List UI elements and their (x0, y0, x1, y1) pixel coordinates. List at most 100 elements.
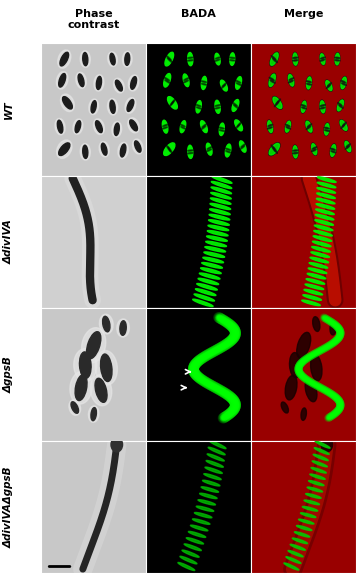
Ellipse shape (269, 74, 275, 86)
Ellipse shape (302, 506, 318, 511)
Ellipse shape (57, 140, 72, 158)
Ellipse shape (304, 500, 319, 505)
Ellipse shape (178, 562, 195, 571)
Ellipse shape (267, 127, 272, 129)
Ellipse shape (188, 145, 193, 158)
Ellipse shape (194, 294, 214, 301)
Ellipse shape (212, 176, 232, 183)
Ellipse shape (60, 52, 69, 66)
Ellipse shape (330, 148, 335, 150)
Ellipse shape (268, 73, 276, 87)
Ellipse shape (199, 273, 220, 279)
Ellipse shape (93, 119, 105, 135)
Ellipse shape (184, 78, 189, 80)
Ellipse shape (82, 328, 106, 363)
Ellipse shape (281, 402, 289, 413)
Ellipse shape (168, 147, 173, 154)
Ellipse shape (221, 80, 227, 91)
Ellipse shape (311, 143, 317, 156)
Ellipse shape (344, 141, 351, 152)
Ellipse shape (128, 118, 139, 133)
Ellipse shape (312, 247, 330, 252)
Ellipse shape (210, 209, 230, 215)
Ellipse shape (99, 142, 109, 157)
Ellipse shape (130, 120, 137, 131)
Ellipse shape (57, 120, 63, 133)
Ellipse shape (335, 60, 340, 61)
Ellipse shape (342, 83, 346, 85)
Ellipse shape (103, 316, 110, 332)
Ellipse shape (188, 153, 193, 154)
Ellipse shape (229, 57, 235, 58)
Ellipse shape (311, 355, 322, 381)
Ellipse shape (289, 74, 294, 86)
Ellipse shape (56, 71, 68, 89)
Ellipse shape (112, 122, 122, 137)
Ellipse shape (188, 52, 193, 66)
Ellipse shape (206, 460, 223, 467)
Ellipse shape (267, 120, 273, 133)
Ellipse shape (311, 252, 329, 257)
Ellipse shape (301, 408, 306, 420)
Ellipse shape (310, 257, 329, 263)
Ellipse shape (168, 58, 173, 63)
Ellipse shape (273, 97, 282, 108)
Ellipse shape (286, 556, 301, 563)
Ellipse shape (276, 99, 280, 104)
Ellipse shape (215, 107, 220, 109)
Ellipse shape (94, 75, 104, 91)
Ellipse shape (183, 74, 189, 86)
Ellipse shape (108, 52, 117, 66)
Text: ΔdivIVA: ΔdivIVA (4, 219, 14, 264)
Ellipse shape (293, 60, 298, 61)
Ellipse shape (184, 544, 201, 551)
Ellipse shape (341, 124, 345, 128)
Ellipse shape (171, 98, 176, 105)
Ellipse shape (312, 147, 317, 149)
Ellipse shape (230, 53, 235, 65)
Ellipse shape (285, 121, 290, 132)
Ellipse shape (304, 289, 323, 295)
Ellipse shape (306, 126, 311, 130)
Ellipse shape (186, 537, 203, 544)
Circle shape (321, 437, 333, 452)
Ellipse shape (233, 103, 237, 106)
Ellipse shape (300, 513, 316, 518)
Ellipse shape (328, 83, 332, 86)
Ellipse shape (268, 121, 272, 132)
Ellipse shape (197, 107, 202, 109)
Ellipse shape (200, 493, 217, 499)
Ellipse shape (315, 219, 333, 225)
Ellipse shape (164, 74, 171, 87)
Ellipse shape (58, 50, 71, 68)
Ellipse shape (241, 144, 246, 147)
Ellipse shape (285, 120, 291, 133)
Ellipse shape (207, 147, 212, 149)
Ellipse shape (194, 513, 212, 518)
Ellipse shape (215, 105, 221, 107)
Ellipse shape (201, 487, 219, 492)
Ellipse shape (95, 350, 117, 385)
Ellipse shape (337, 100, 344, 112)
Ellipse shape (271, 56, 276, 60)
Ellipse shape (285, 124, 290, 127)
Ellipse shape (320, 105, 325, 106)
Ellipse shape (320, 101, 325, 113)
Ellipse shape (345, 146, 349, 149)
Ellipse shape (198, 499, 216, 505)
Ellipse shape (302, 107, 306, 109)
Ellipse shape (70, 372, 92, 404)
Ellipse shape (268, 143, 280, 156)
Ellipse shape (165, 52, 174, 66)
Ellipse shape (127, 100, 134, 111)
Ellipse shape (270, 53, 278, 66)
Ellipse shape (101, 354, 112, 381)
Ellipse shape (75, 375, 87, 400)
Ellipse shape (340, 120, 347, 130)
Ellipse shape (211, 192, 231, 199)
Ellipse shape (234, 105, 238, 108)
Ellipse shape (208, 447, 225, 455)
Ellipse shape (206, 143, 212, 155)
Text: WT: WT (4, 100, 14, 119)
Ellipse shape (307, 487, 323, 492)
